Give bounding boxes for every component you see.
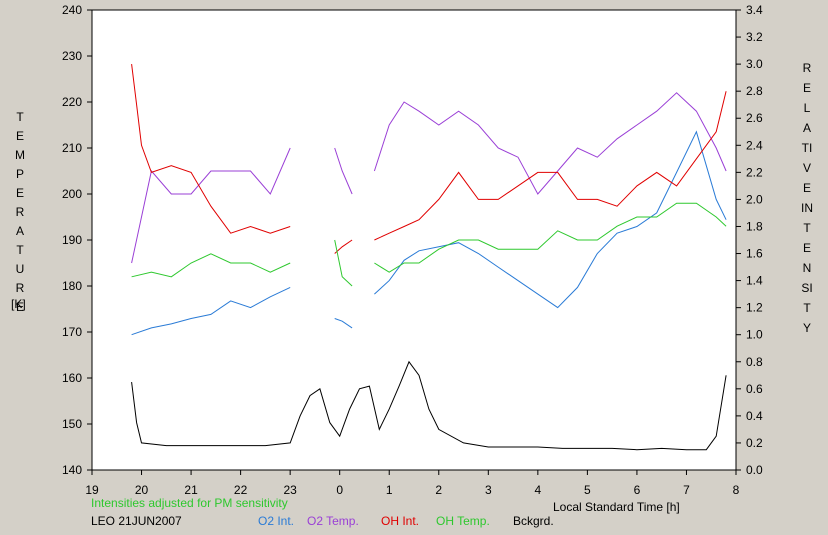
y-right-tick-label: 3.4 <box>746 3 763 17</box>
y-right-tick-label: 2.0 <box>746 192 763 206</box>
x-tick-label: 3 <box>485 483 492 497</box>
y-left-tick-label: 210 <box>62 141 82 155</box>
y-left-tick-label: 230 <box>62 49 82 63</box>
series-oh-temp-line <box>334 239 353 287</box>
x-tick-label: 7 <box>683 483 690 497</box>
left-axis-unit: [K] <box>11 297 26 311</box>
x-tick-label: 5 <box>584 483 591 497</box>
x-tick-label: 2 <box>435 483 442 497</box>
x-tick-label: 8 <box>733 483 740 497</box>
y-right-tick-label: 0.0 <box>746 463 763 477</box>
x-tick-label: 6 <box>634 483 641 497</box>
y-left-tick-label: 200 <box>62 187 82 201</box>
y-left-tick-label: 240 <box>62 3 82 17</box>
legend-o2-temp: O2 Temp. <box>307 514 359 528</box>
series-oh-int-line <box>131 64 291 234</box>
y-right-tick-label: 0.2 <box>746 436 763 450</box>
legend-background: Bckgrd. <box>513 514 554 528</box>
legend-oh-temp: OH Temp. <box>436 514 490 528</box>
x-tick-label: 22 <box>234 483 248 497</box>
y-right-tick-label: 0.4 <box>746 409 763 423</box>
y-left-tick-label: 160 <box>62 371 82 385</box>
y-left-tick-label: 170 <box>62 325 82 339</box>
y-right-tick-label: 2.8 <box>746 84 763 98</box>
y-right-tick-label: 0.6 <box>746 382 763 396</box>
plot-area <box>91 9 737 471</box>
series-bckgrd-line <box>131 360 727 451</box>
y-right-tick-label: 2.2 <box>746 165 763 179</box>
x-tick-label: 23 <box>283 483 297 497</box>
y-left-tick-label: 140 <box>62 463 82 477</box>
y-right-tick-label: 3.0 <box>746 57 763 71</box>
y-right-tick-label: 1.4 <box>746 274 763 288</box>
series-o2-int-line <box>374 130 727 309</box>
sensitivity-note: Intensities adjusted for PM sensitivity <box>91 496 288 510</box>
series-o2-int-line <box>334 318 353 329</box>
legend-o2-int: O2 Int. <box>258 514 295 528</box>
x-tick-label: 21 <box>184 483 198 497</box>
left-axis-label: TEMPERATURE <box>15 110 25 314</box>
y-right-tick-label: 2.4 <box>746 138 763 152</box>
x-tick-label: 19 <box>85 483 99 497</box>
series-oh-temp-line <box>131 253 291 278</box>
series-o2-int-line <box>131 286 291 336</box>
x-tick-label: 20 <box>135 483 149 497</box>
y-left-tick-label: 150 <box>62 417 82 431</box>
y-right-tick-label: 1.2 <box>746 301 763 315</box>
x-tick-label: 4 <box>535 483 542 497</box>
y-right-tick-label: 1.6 <box>746 247 763 261</box>
y-left-tick-label: 180 <box>62 279 82 293</box>
y-right-tick-label: 2.6 <box>746 111 763 125</box>
station-date: LEO 21JUN2007 <box>91 514 182 528</box>
series-o2-temp-line <box>131 147 291 264</box>
y-left-tick-label: 220 <box>62 95 82 109</box>
x-axis-label: Local Standard Time [h] <box>553 500 680 514</box>
series-oh-int-line <box>374 91 727 241</box>
right-axis-label: RELATIVE INTENSITY <box>801 61 813 335</box>
y-right-tick-label: 1.8 <box>746 219 763 233</box>
x-tick-label: 1 <box>386 483 393 497</box>
y-right-tick-label: 1.0 <box>746 328 763 342</box>
y-left-tick-label: 190 <box>62 233 82 247</box>
series-oh-temp-line <box>374 202 727 273</box>
series-o2-temp-line <box>334 147 353 195</box>
legend-oh-int: OH Int. <box>381 514 420 528</box>
y-right-tick-label: 0.8 <box>746 355 763 369</box>
y-right-tick-label: 3.2 <box>746 30 763 44</box>
series-o2-temp-line <box>373 92 727 195</box>
x-tick-label: 0 <box>336 483 343 497</box>
